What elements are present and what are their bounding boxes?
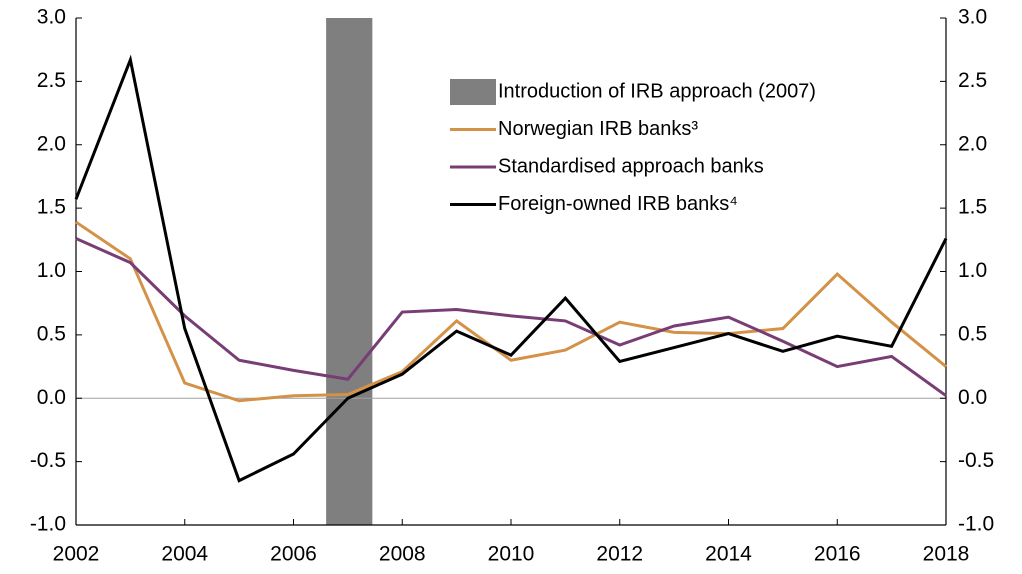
y-tick-label: 2.5 bbox=[37, 69, 66, 92]
series-line bbox=[74, 54, 948, 483]
legend-label: Standardised approach banks bbox=[498, 155, 764, 177]
y2-tick-label: 2.5 bbox=[958, 69, 987, 92]
y2-tick-label: 0.5 bbox=[958, 322, 987, 345]
y2-tick-label: 0.0 bbox=[958, 386, 987, 409]
series-line bbox=[75, 237, 947, 397]
y-tick-label: 0.5 bbox=[37, 322, 66, 345]
y-tick-label: 1.0 bbox=[37, 259, 66, 282]
legend-label: Norwegian IRB banks³ bbox=[498, 118, 698, 140]
y2-tick-label: 1.0 bbox=[958, 259, 987, 282]
y-tick-label: 0.0 bbox=[37, 386, 66, 409]
x-tick-label: 2002 bbox=[53, 543, 100, 566]
series-line bbox=[75, 220, 947, 403]
y2-tick-label: 1.5 bbox=[958, 196, 987, 219]
y-tick-label: 2.0 bbox=[37, 132, 66, 155]
y-tick-label: 1.5 bbox=[37, 196, 66, 219]
y-tick-label: -0.5 bbox=[30, 449, 66, 472]
x-tick-label: 2010 bbox=[488, 543, 535, 566]
x-tick-label: 2006 bbox=[270, 543, 317, 566]
shade-band bbox=[326, 18, 373, 525]
x-tick-label: 2016 bbox=[814, 543, 861, 566]
legend-swatch bbox=[450, 79, 496, 105]
x-tick-label: 2014 bbox=[705, 543, 752, 566]
x-tick-label: 2004 bbox=[161, 543, 208, 566]
y2-tick-label: -0.5 bbox=[958, 449, 994, 472]
legend-label: Introduction of IRB approach (2007) bbox=[498, 80, 816, 102]
y-tick-label: 3.0 bbox=[37, 6, 66, 29]
x-tick-label: 2018 bbox=[923, 543, 970, 566]
legend-label: Foreign-owned IRB banks⁴ bbox=[498, 193, 738, 215]
y2-tick-label: -1.0 bbox=[958, 513, 994, 536]
x-tick-label: 2008 bbox=[379, 543, 426, 566]
y2-tick-label: 2.0 bbox=[958, 132, 987, 155]
y2-tick-label: 3.0 bbox=[958, 6, 987, 29]
y-tick-label: -1.0 bbox=[30, 513, 66, 536]
x-tick-label: 2012 bbox=[596, 543, 643, 566]
